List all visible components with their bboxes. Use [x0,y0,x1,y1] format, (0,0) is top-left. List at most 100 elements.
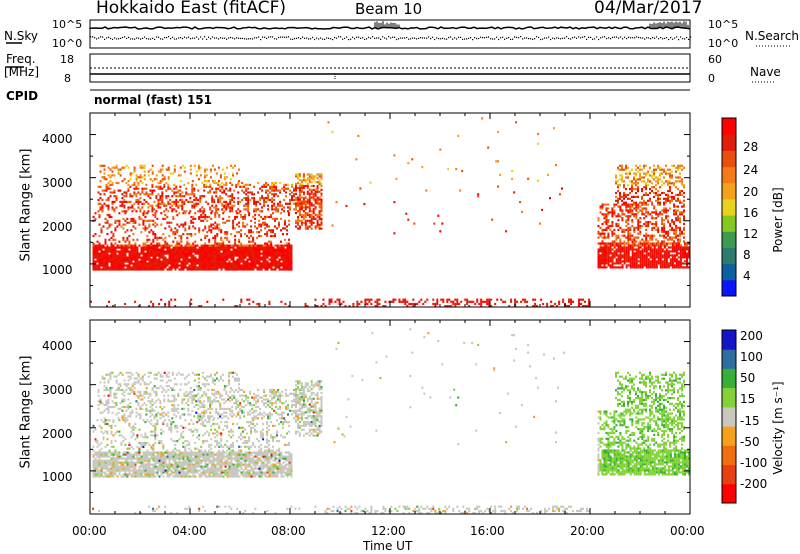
power-cell [244,225,247,228]
velocity-cell [218,451,221,454]
power-cell [236,223,239,226]
power-cell [199,174,202,177]
power-cell [667,266,670,269]
power-cell [157,185,160,188]
power-cell [209,170,212,173]
power-cell [98,262,101,265]
power-cell [178,234,181,238]
power-cell [434,302,437,306]
power-cell [215,172,218,175]
power-cell [178,258,181,261]
power-cell [204,256,207,259]
power-cell [223,172,226,175]
power-cell [226,166,228,169]
velocity-cell [102,459,105,462]
power-cell [651,182,653,185]
power-cell [639,205,642,208]
power-cell [218,254,221,257]
power-cell [298,188,301,191]
power-cell [177,200,180,203]
power-cell [320,221,323,224]
power-cell [92,215,95,219]
velocity-cell [164,455,167,458]
power-cell [669,168,671,171]
power-cell [290,260,293,263]
power-cell [213,198,216,202]
power-cell [677,264,680,267]
velocity-cell [128,469,131,472]
power-cell [195,183,198,186]
power-cell [114,256,117,259]
power-cell [619,242,622,245]
velocity-cell [136,471,139,474]
power-cell [216,266,219,269]
power-cell [243,191,246,194]
velocity-cell [150,463,153,466]
power-cell [258,254,261,257]
power-cell [172,217,175,220]
power-cell [647,234,650,237]
power-cell [144,254,147,257]
velocity-cell [92,465,95,468]
power-cell [175,191,178,194]
velocity-cell [212,461,215,464]
power-cell [180,236,183,239]
power-cell [665,256,668,259]
power-cell [278,221,280,224]
power-cell [192,215,195,219]
power-cell [659,178,661,181]
power-cell [262,254,265,257]
power-cell [456,300,459,303]
power-cell [123,195,126,198]
power-cell [104,221,107,224]
velocity-cell [102,471,105,474]
power-cell [669,180,671,183]
power-cell [127,180,130,183]
power-cell [217,187,220,190]
power-cell [201,195,204,198]
power-cell [112,268,115,271]
power-cell [637,252,640,255]
power-cell [152,240,155,243]
power-cell [261,189,264,192]
power-cell [268,302,271,306]
power-cell [218,256,221,259]
power-cell [310,173,313,176]
power-cell [168,305,171,308]
velocity-cell [220,469,223,472]
power-cell [684,250,686,253]
velocity-cell [210,469,213,472]
power-cell [686,244,688,247]
power-cell [665,170,667,173]
power-cell [282,250,285,253]
power-cell [248,298,251,301]
power-cell [258,264,261,267]
power-cell [97,202,100,205]
velocity-cell [226,473,229,476]
power-cell [262,260,265,263]
power-cell [240,252,243,255]
power-cell [641,254,644,257]
power-cell [679,217,681,220]
power-cell [613,242,616,245]
power-cell [186,266,189,269]
velocity-cell [120,465,123,468]
power-cell [448,298,451,301]
power-cell [312,212,315,215]
power-cell [682,266,684,269]
power-cell [607,221,610,224]
power-cell [607,244,610,247]
power-cell [178,250,181,253]
power-cell [682,254,684,257]
velocity-cell [100,471,103,474]
power-cell [237,181,240,185]
power-cell [265,191,268,194]
power-cell [176,231,179,234]
power-cell [161,198,164,202]
velocity-cell [166,473,169,476]
power-cell [639,244,642,247]
power-cell [627,264,630,267]
power-cell [308,181,311,184]
power-cell [621,234,624,237]
power-cell [208,252,211,255]
